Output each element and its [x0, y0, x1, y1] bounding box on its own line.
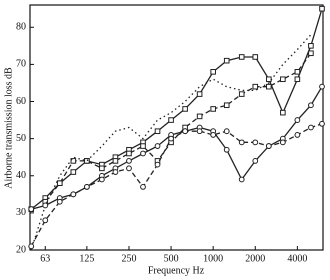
x-tick-label: 63: [40, 253, 50, 264]
x-tick-label: 125: [79, 253, 94, 264]
x-tick-label: 2000: [245, 253, 265, 264]
marker: [98, 176, 105, 183]
y-axis-label: Airborne transmission loss dB: [3, 67, 14, 189]
marker: [265, 143, 272, 149]
marker: [42, 202, 49, 209]
marker: [83, 183, 90, 190]
marker: [168, 135, 174, 142]
y-tick-label: 30: [16, 207, 26, 218]
marker: [279, 139, 286, 146]
marker: [252, 83, 259, 90]
marker: [308, 102, 314, 109]
marker: [42, 217, 49, 224]
series-line: [30, 123, 323, 247]
x-axis-label: Frequency Hz: [148, 265, 205, 276]
x-tick-label: 500: [164, 253, 179, 264]
marker: [319, 83, 325, 90]
marker: [266, 83, 272, 90]
x-tick-label: 1000: [203, 253, 223, 264]
marker: [294, 76, 301, 83]
marker: [154, 161, 161, 168]
marker: [280, 109, 286, 116]
y-tick-label: 80: [16, 22, 26, 33]
y-tick-label: 40: [16, 170, 26, 181]
marker: [126, 150, 132, 157]
marker: [308, 124, 314, 131]
marker: [223, 102, 230, 109]
marker: [319, 5, 325, 12]
marker: [140, 150, 146, 157]
series-line: [31, 86, 323, 210]
marker: [154, 128, 161, 135]
marker: [182, 106, 188, 112]
marker: [223, 57, 230, 64]
marker: [210, 132, 217, 138]
marker: [223, 128, 230, 135]
marker: [140, 183, 146, 190]
marker: [28, 243, 35, 250]
marker: [294, 117, 301, 123]
marker: [238, 54, 245, 60]
x-tick-label: 250: [121, 253, 136, 264]
marker: [294, 132, 301, 138]
marker: [112, 169, 119, 175]
marker: [210, 69, 216, 75]
marker: [210, 106, 216, 112]
marker: [154, 143, 161, 149]
marker: [182, 128, 189, 135]
y-tick-label: 50: [16, 133, 26, 144]
marker: [252, 158, 259, 164]
x-tick-label: 4000: [287, 253, 307, 264]
marker: [168, 117, 174, 123]
marker: [252, 139, 259, 146]
marker: [70, 169, 77, 175]
marker: [84, 158, 90, 164]
y-tick-label: 60: [16, 96, 26, 107]
plot-frame: [29, 4, 324, 251]
marker: [70, 191, 77, 198]
marker: [112, 158, 119, 164]
marker: [126, 165, 132, 172]
marker: [196, 91, 203, 97]
series-line: [44, 52, 312, 203]
marker: [266, 76, 272, 83]
marker: [56, 180, 63, 186]
marker: [238, 139, 245, 146]
marker: [294, 69, 301, 75]
y-tick-label: 20: [16, 244, 26, 255]
marker: [196, 128, 203, 135]
marker: [28, 206, 35, 213]
marker: [196, 113, 203, 120]
marker: [308, 43, 314, 49]
series-line: [30, 34, 312, 251]
marker: [252, 54, 259, 60]
y-tick-label: 70: [16, 59, 26, 70]
marker: [56, 198, 63, 205]
marker: [70, 158, 77, 164]
marker: [319, 120, 325, 127]
series-line: [30, 8, 323, 210]
marker: [223, 146, 230, 153]
marker: [126, 158, 132, 164]
marker: [308, 50, 314, 57]
marker: [99, 165, 105, 172]
marker: [238, 91, 245, 97]
marker: [140, 143, 146, 149]
marker: [280, 76, 286, 83]
marker: [238, 176, 245, 183]
